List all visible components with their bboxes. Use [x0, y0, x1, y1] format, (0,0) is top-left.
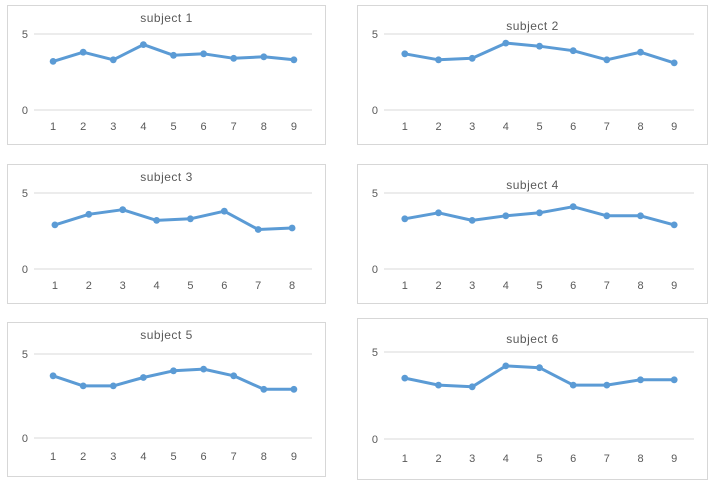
line-chart: 5 0 1 2 3 4 5 6 7 8 9	[372, 188, 694, 292]
svg-text:0: 0	[372, 434, 378, 446]
svg-text:3: 3	[110, 121, 116, 133]
chart-panel-subject-1: subject 1 5 0 1 2 3 4 5 6 7 8 9	[7, 5, 326, 145]
svg-text:8: 8	[637, 121, 643, 133]
line-chart: 5 0 1 2 3 4 5 6 7 8 9	[372, 347, 694, 465]
chart-title: subject 4	[506, 178, 559, 192]
svg-text:8: 8	[289, 280, 295, 292]
svg-text:7: 7	[604, 280, 610, 292]
svg-text:1: 1	[50, 451, 56, 463]
chart-panel-subject-3: subject 3 5 0 1 2 3 4 5 6 7 8	[7, 164, 326, 304]
svg-text:0: 0	[372, 264, 378, 276]
svg-text:2: 2	[80, 451, 86, 463]
svg-text:3: 3	[120, 280, 126, 292]
svg-text:6: 6	[570, 280, 576, 292]
chart-title: subject 6	[506, 332, 559, 346]
svg-text:0: 0	[22, 105, 28, 117]
svg-text:1: 1	[50, 121, 56, 133]
svg-text:4: 4	[503, 453, 509, 465]
svg-text:1: 1	[402, 280, 408, 292]
svg-text:4: 4	[503, 121, 509, 133]
svg-text:5: 5	[536, 453, 542, 465]
chart-title: subject 3	[140, 170, 193, 184]
svg-text:9: 9	[291, 451, 297, 463]
svg-text:6: 6	[201, 121, 207, 133]
svg-text:4: 4	[140, 121, 146, 133]
svg-text:8: 8	[637, 453, 643, 465]
svg-text:0: 0	[22, 433, 28, 445]
svg-text:5: 5	[22, 188, 28, 200]
line-chart: 5 0 1 2 3 4 5 6 7 8	[22, 188, 312, 292]
chart-panel-subject-2: subject 2 5 0 1 2 3 4 5 6 7 8 9	[357, 5, 708, 145]
svg-text:3: 3	[469, 121, 475, 133]
svg-text:8: 8	[261, 121, 267, 133]
svg-text:8: 8	[261, 451, 267, 463]
svg-text:4: 4	[154, 280, 160, 292]
chart-panel-subject-4: subject 4 5 0 1 2 3 4 5 6 7 8 9	[357, 164, 708, 304]
svg-text:5: 5	[372, 29, 378, 41]
svg-text:4: 4	[140, 451, 146, 463]
svg-text:8: 8	[637, 280, 643, 292]
svg-text:5: 5	[372, 347, 378, 359]
chart-title: subject 2	[506, 19, 559, 33]
svg-text:5: 5	[170, 121, 176, 133]
svg-text:7: 7	[604, 121, 610, 133]
svg-text:3: 3	[469, 280, 475, 292]
line-chart: 5 0 1 2 3 4 5 6 7 8 9	[22, 29, 312, 133]
chart-title: subject 1	[140, 11, 193, 25]
chart-panel-subject-6: subject 6 5 0 1 2 3 4 5 6 7 8 9	[357, 318, 708, 480]
svg-text:3: 3	[110, 451, 116, 463]
chart-panel-subject-5: subject 5 5 0 1 2 3 4 5 6 7 8 9	[7, 322, 326, 477]
svg-text:0: 0	[372, 105, 378, 117]
svg-text:9: 9	[671, 121, 677, 133]
svg-text:4: 4	[503, 280, 509, 292]
svg-text:9: 9	[671, 280, 677, 292]
line-chart: 5 0 1 2 3 4 5 6 7 8 9	[22, 349, 312, 463]
svg-text:1: 1	[52, 280, 58, 292]
svg-text:5: 5	[536, 121, 542, 133]
svg-text:1: 1	[402, 453, 408, 465]
svg-text:2: 2	[86, 280, 92, 292]
svg-text:2: 2	[80, 121, 86, 133]
svg-text:7: 7	[231, 121, 237, 133]
svg-text:9: 9	[291, 121, 297, 133]
svg-text:7: 7	[255, 280, 261, 292]
svg-text:2: 2	[435, 453, 441, 465]
svg-text:5: 5	[170, 451, 176, 463]
svg-text:5: 5	[22, 349, 28, 361]
svg-text:6: 6	[570, 453, 576, 465]
svg-text:7: 7	[231, 451, 237, 463]
svg-text:5: 5	[536, 280, 542, 292]
svg-text:3: 3	[469, 453, 475, 465]
svg-text:5: 5	[187, 280, 193, 292]
svg-text:5: 5	[22, 29, 28, 41]
svg-text:5: 5	[372, 188, 378, 200]
svg-text:2: 2	[435, 121, 441, 133]
svg-text:2: 2	[435, 280, 441, 292]
chart-title: subject 5	[140, 328, 193, 342]
svg-text:6: 6	[570, 121, 576, 133]
svg-text:9: 9	[671, 453, 677, 465]
svg-text:1: 1	[402, 121, 408, 133]
svg-text:0: 0	[22, 264, 28, 276]
line-chart: 5 0 1 2 3 4 5 6 7 8 9	[372, 29, 694, 133]
svg-text:7: 7	[604, 453, 610, 465]
svg-text:6: 6	[201, 451, 207, 463]
svg-text:6: 6	[221, 280, 227, 292]
